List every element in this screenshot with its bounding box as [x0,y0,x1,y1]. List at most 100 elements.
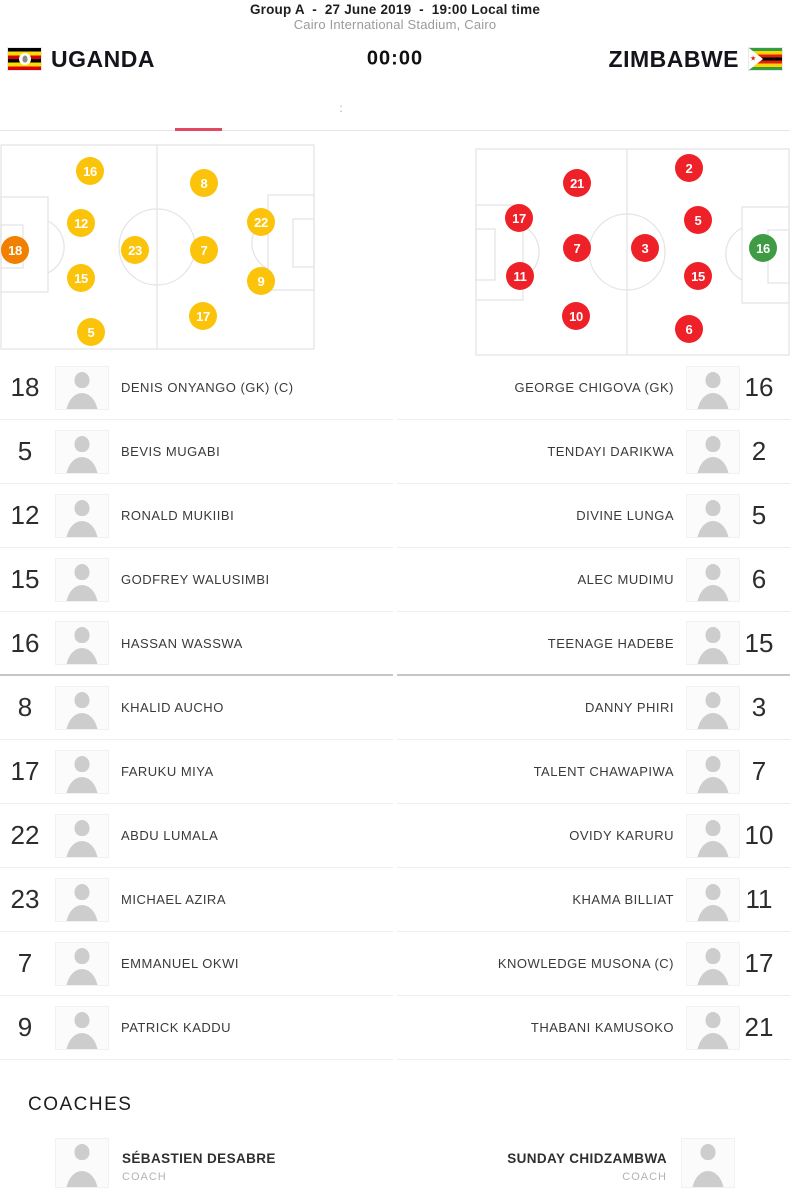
player-avatar [55,685,109,730]
home-player-row-8[interactable]: 8 KHALID AUCHO [0,676,393,740]
away-player-row-2[interactable]: TENDAYI DARIKWA 2 [397,420,790,484]
away-player-row-10[interactable]: OVIDY KARURU 10 [397,804,790,868]
player-avatar [55,557,109,602]
player-name: TENDAYI DARIKWA [547,444,674,459]
home-player-row-16[interactable]: 16 HASSAN WASSWA [0,612,393,676]
shirt-number: 9 [17,1012,33,1042]
away-coach[interactable]: SUNDAY CHIDZAMBWA COACH [397,1138,790,1188]
player-name: EMMANUEL OKWI [121,956,239,971]
home-team[interactable]: UGANDA [8,46,155,73]
player-name: KNOWLEDGE MUSONA (C) [497,956,674,971]
player-name: GODFREY WALUSIMBI [121,572,270,587]
player-avatar [686,877,740,922]
player-avatar [55,1005,109,1050]
gk-marker-18[interactable]: 18 [1,236,29,264]
away-player-row-6[interactable]: ALEC MUDIMU 6 [397,548,790,612]
player-marker-17[interactable]: 17 [505,204,533,232]
player-marker-12[interactable]: 12 [67,209,95,237]
player-marker-16[interactable]: 16 [76,157,104,185]
player-marker-22[interactable]: 22 [247,208,275,236]
player-marker-5[interactable]: 5 [684,206,712,234]
player-marker-7[interactable]: 7 [563,234,591,262]
home-player-row-7[interactable]: 7 EMMANUEL OKWI [0,932,393,996]
away-player-row-21[interactable]: THABANI KAMUSOKO 21 [397,996,790,1060]
away-player-row-7[interactable]: TALENT CHAWAPIWA 7 [397,740,790,804]
home-player-row-9[interactable]: 9 PATRICK KADDU [0,996,393,1060]
home-player-row-15[interactable]: 15 GODFREY WALUSIMBI [0,548,393,612]
player-avatar [686,365,740,410]
player-marker-9[interactable]: 9 [247,267,275,295]
player-marker-7[interactable]: 7 [190,236,218,264]
player-marker-15[interactable]: 15 [684,262,712,290]
home-player-row-18[interactable]: 18 DENIS ONYANGO (GK) (C) [0,356,393,420]
player-marker-23[interactable]: 23 [121,236,149,264]
venue: Cairo International Stadium, Cairo [293,17,497,32]
player-marker-8[interactable]: 8 [190,169,218,197]
player-name: DIVINE LUNGA [576,508,674,523]
player-avatar [686,749,740,794]
away-player-row-3[interactable]: DANNY PHIRI 3 [397,676,790,740]
player-marker-10[interactable]: 10 [562,302,590,330]
shirt-number: 22 [10,820,40,850]
shirt-number: 17 [10,756,40,786]
away-player-row-16[interactable]: GEORGE CHIGOVA (GK) 16 [397,356,790,420]
away-player-row-11[interactable]: KHAMA BILLIAT 11 [397,868,790,932]
tab-strip-divider [0,130,790,131]
player-name: KHAMA BILLIAT [572,892,674,907]
gk-marker-16[interactable]: 16 [749,234,777,262]
away-player-row-17[interactable]: KNOWLEDGE MUSONA (C) 17 [397,932,790,996]
home-formation-pitch: 16 8 12 22 18 23 7 15 9 17 5 [0,144,315,350]
shirt-number: 11 [745,884,773,914]
player-marker-17[interactable]: 17 [189,302,217,330]
shirt-number: 6 [751,564,767,594]
home-player-row-5[interactable]: 5 BEVIS MUGABI [0,420,393,484]
active-tab-indicator[interactable] [175,128,222,131]
player-avatar [686,1005,740,1050]
player-name: ABDU LUMALA [121,828,219,843]
away-team[interactable]: ZIMBABWE [609,46,782,73]
player-name: FARUKU MIYA [121,764,214,779]
shirt-number: 15 [10,564,40,594]
uganda-flag-icon [8,48,41,70]
home-team-name: UGANDA [51,45,155,72]
player-avatar [55,941,109,986]
player-avatar [686,685,740,730]
player-marker-2[interactable]: 2 [675,154,703,182]
player-name: RONALD MUKIIBI [121,508,235,523]
zimbabwe-flag-icon [749,48,782,70]
player-marker-6[interactable]: 6 [675,315,703,343]
player-avatar [686,941,740,986]
away-player-row-5[interactable]: DIVINE LUNGA 5 [397,484,790,548]
player-name: KHALID AUCHO [121,700,224,715]
player-marker-15[interactable]: 15 [67,264,95,292]
home-player-row-22[interactable]: 22 ABDU LUMALA [0,804,393,868]
player-avatar [55,365,109,410]
tabs-overflow-hint[interactable]: : [339,101,343,115]
coaches-heading: COACHES [28,1094,133,1115]
player-marker-3[interactable]: 3 [631,234,659,262]
lineup-lists: 18 DENIS ONYANGO (GK) (C) 5 BEVIS MUGABI 12 R… [0,356,790,1060]
player-marker-11[interactable]: 11 [506,262,534,290]
player-name: THABANI KAMUSOKO [530,1020,674,1035]
player-avatar [55,877,109,922]
player-name: ALEC MUDIMU [577,572,674,587]
player-avatar [686,557,740,602]
player-name: MICHAEL AZIRA [121,892,226,907]
shirt-number: 16 [10,627,40,658]
player-name: TEENAGE HADEBE [547,635,674,651]
away-player-row-15[interactable]: TEENAGE HADEBE 15 [397,612,790,676]
home-coach[interactable]: SÉBASTIEN DESABRE COACH [0,1138,393,1188]
player-avatar [686,429,740,474]
shirt-number: 12 [10,500,40,530]
player-name: DANNY PHIRI [584,700,674,715]
home-player-row-12[interactable]: 12 RONALD MUKIIBI [0,484,393,548]
home-player-row-17[interactable]: 17 FARUKU MIYA [0,740,393,804]
player-marker-21[interactable]: 21 [563,169,591,197]
shirt-number: 21 [744,1012,774,1042]
home-player-row-23[interactable]: 23 MICHAEL AZIRA [0,868,393,932]
score: 00:00 [366,47,424,70]
away-lineup-list: GEORGE CHIGOVA (GK) 16 TENDAYI DARIKWA 2 DIV… [397,356,790,1060]
coaches-row: SÉBASTIEN DESABRE COACH SUNDAY CHIDZAMBW… [0,1138,790,1188]
player-marker-5[interactable]: 5 [77,318,105,346]
